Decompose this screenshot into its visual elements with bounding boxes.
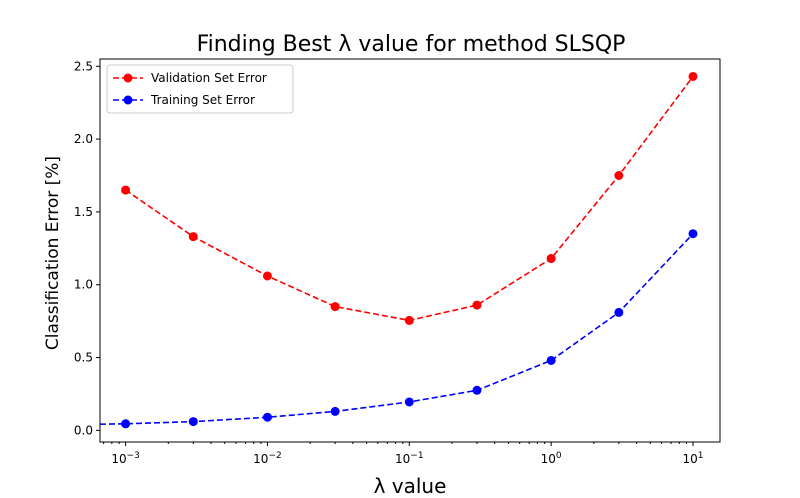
- series-0-point-4: [404, 315, 414, 325]
- y-axis-label: Classification Error [%]: [43, 156, 63, 350]
- x-tick-label-1: 10−2: [253, 451, 282, 466]
- y-tick-label-4: 2.0: [74, 132, 93, 146]
- plot-area: [100, 71, 698, 429]
- series-1-point-2: [262, 412, 272, 422]
- y-tick-label-0: 0.0: [74, 423, 93, 437]
- y-tick-label-3: 1.5: [74, 205, 93, 219]
- legend-marker-1: [123, 95, 133, 105]
- series-0-point-6: [546, 254, 556, 264]
- x-tick-label-4: 101: [682, 451, 703, 466]
- series-1-point-6: [546, 355, 556, 365]
- legend: Validation Set Error Training Set Error: [106, 64, 294, 114]
- series-0-point-3: [330, 302, 340, 312]
- y-tick-label-5: 2.5: [74, 59, 93, 73]
- y-tick-label-2: 1.0: [74, 278, 93, 292]
- legend-label-0: Validation Set Error: [151, 71, 267, 85]
- series-1-point-0: [121, 419, 131, 429]
- series-0-point-5: [472, 300, 482, 310]
- x-tick-label-0: 10−3: [111, 451, 140, 466]
- series-0-point-8: [688, 71, 698, 81]
- series-1-point-7: [614, 307, 624, 317]
- series-line-1: [100, 233, 694, 426]
- y-tick-label-1: 0.5: [74, 351, 93, 365]
- series-0-point-7: [614, 171, 624, 181]
- series-1-point-1: [188, 417, 198, 427]
- series-1-point-5: [472, 385, 482, 395]
- x-tick-label-2: 10−1: [395, 451, 424, 466]
- series-0-point-1: [188, 232, 198, 242]
- series-0-point-2: [262, 271, 272, 281]
- legend-box: [106, 64, 294, 114]
- x-tick-label-3: 100: [541, 451, 562, 466]
- legend-label-1: Training Set Error: [150, 93, 255, 107]
- x-axis-label: λ value: [374, 474, 447, 498]
- series-1-point-8: [688, 229, 698, 239]
- plot-frame: [99, 58, 721, 443]
- legend-marker-0: [123, 73, 133, 83]
- axes: 0.0 0.5 1.0 1.5 2.0 2.5 10−3 10−2 10−1 100 101: [74, 59, 704, 466]
- series-1-point-3: [330, 406, 340, 416]
- series-0-point-0: [121, 185, 131, 195]
- series-1-point-4: [404, 397, 414, 407]
- chart-title: Finding Best λ value for method SLSQP: [197, 32, 626, 57]
